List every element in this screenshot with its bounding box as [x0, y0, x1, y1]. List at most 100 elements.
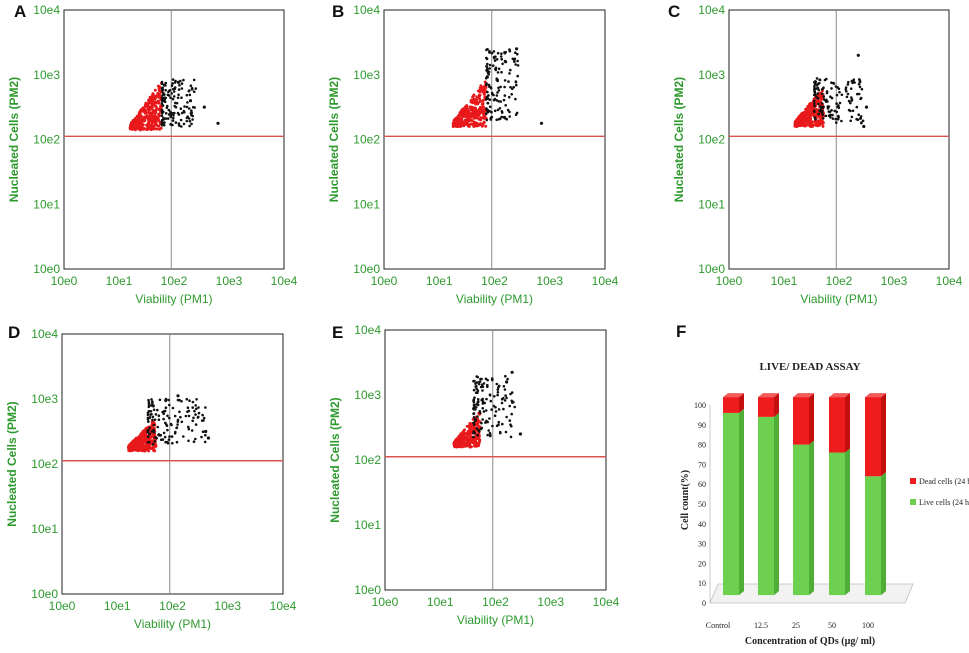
dead-cell-dot	[846, 83, 850, 86]
bar-live-side	[739, 408, 744, 596]
dead-cell-dot	[490, 115, 494, 119]
dead-cell-dot	[195, 398, 198, 401]
y-tick-label: 10e3	[31, 392, 58, 406]
dead-cell-dot	[173, 414, 177, 418]
dead-cell-dot	[194, 87, 198, 90]
x-axis-title: Viability (PM1)	[135, 292, 212, 306]
dead-cell-dot	[177, 88, 181, 91]
dead-cell-dot	[496, 71, 500, 74]
live-cell-dot	[152, 125, 156, 129]
x-tick-label: 10e1	[426, 274, 453, 288]
dead-cell-dot	[486, 101, 490, 105]
outlier-dot	[504, 60, 508, 64]
dead-cell-dot	[495, 424, 499, 428]
dead-cell-dot	[172, 90, 176, 93]
dead-cell-dot	[494, 66, 498, 70]
dead-cell-dot	[174, 105, 178, 109]
dead-cell-dot	[500, 111, 504, 114]
live-cell-dot	[472, 116, 476, 120]
y-tick-label: 10e0	[354, 583, 381, 597]
x-tick-label: 10e1	[427, 595, 454, 609]
dead-cell-dot	[833, 109, 836, 113]
dead-cell-dot	[813, 93, 816, 97]
bar-live	[793, 444, 809, 596]
dead-cell-dot	[188, 399, 191, 403]
live-cell-dot	[138, 109, 142, 113]
live-cell-dot	[461, 120, 465, 124]
dead-cell-dot	[813, 110, 816, 113]
y-tick-label: 10e3	[354, 388, 381, 402]
dead-cell-dot	[490, 408, 493, 411]
dead-cell-dot	[485, 57, 489, 61]
dead-cell-dot	[179, 107, 183, 110]
dead-cell-dot	[152, 408, 156, 412]
bar-live-side	[774, 412, 779, 596]
dead-cell-dot	[194, 404, 197, 407]
dead-cell-dot	[172, 95, 176, 98]
dead-cell-dot	[514, 63, 517, 66]
y-tick-label: 10e1	[698, 197, 725, 211]
live-cell-dot	[474, 99, 478, 103]
dead-cell-dot	[827, 114, 831, 117]
outlier-dot	[856, 53, 860, 57]
dead-cell-dot	[813, 104, 816, 108]
live-cell-dot	[156, 99, 160, 103]
live-cell-dot	[143, 115, 147, 119]
dead-cell-dot	[167, 398, 170, 402]
dead-cell-dot	[472, 435, 475, 439]
dead-cell-dot	[502, 98, 506, 102]
y-tick-label: 40	[698, 520, 706, 529]
live-cell-dot	[471, 417, 475, 421]
bar-dead-side	[809, 393, 814, 445]
dead-cell-dot	[150, 404, 153, 407]
live-cell-dot	[484, 124, 488, 128]
dead-cell-dot	[485, 397, 488, 401]
dead-cell-dot	[179, 79, 182, 83]
dead-cell-dot	[506, 377, 509, 381]
dead-cell-dot	[861, 119, 865, 123]
dead-cell-dot	[475, 427, 479, 430]
bar-top-cap	[793, 393, 814, 398]
y-tick-label: 70	[698, 460, 706, 469]
live-cell-dot	[473, 97, 476, 101]
dead-cell-dot	[497, 408, 501, 411]
dead-cell-dot	[858, 117, 862, 120]
dead-cell-dot	[513, 405, 516, 409]
dead-cell-dot	[146, 413, 150, 417]
dead-cell-dot	[852, 78, 856, 81]
dead-cell-dot	[481, 418, 484, 421]
dead-cell-dot	[171, 441, 174, 445]
dead-cell-dot	[813, 116, 816, 119]
dead-cell-dot	[496, 91, 499, 94]
dead-cell-dot	[182, 435, 185, 438]
dead-cell-dot	[176, 418, 180, 422]
dead-cell-dot	[836, 117, 840, 121]
dead-cell-dot	[162, 116, 165, 120]
live-cell-dot	[477, 439, 481, 443]
x-tick-label: 10e3	[214, 599, 241, 613]
live-cell-dot	[815, 115, 819, 119]
dead-cell-dot	[497, 86, 500, 90]
dead-cell-dot	[204, 406, 207, 409]
x-tick-label: 10e2	[161, 274, 188, 288]
bar-dead-side	[774, 393, 779, 417]
dead-cell-dot	[514, 97, 517, 101]
live-cell-dot	[142, 107, 146, 110]
live-cell-dot	[484, 85, 488, 89]
dead-cell-dot	[164, 117, 168, 120]
dead-cell-dot	[476, 398, 480, 401]
live-cell-dot	[137, 118, 141, 122]
dead-cell-dot	[488, 51, 492, 54]
dead-cell-dot	[185, 397, 189, 401]
dead-cell-dot	[515, 111, 519, 115]
y-tick-label: 10e2	[354, 453, 381, 467]
dead-cell-dot	[486, 62, 489, 66]
live-cell-dot	[148, 437, 152, 441]
live-cell-dot	[143, 446, 147, 450]
dead-cell-dot	[815, 77, 819, 80]
live-cell-dot	[154, 105, 158, 109]
dead-cell-dot	[509, 85, 512, 89]
dead-cell-dot	[847, 99, 851, 103]
dead-cell-dot	[481, 407, 485, 410]
